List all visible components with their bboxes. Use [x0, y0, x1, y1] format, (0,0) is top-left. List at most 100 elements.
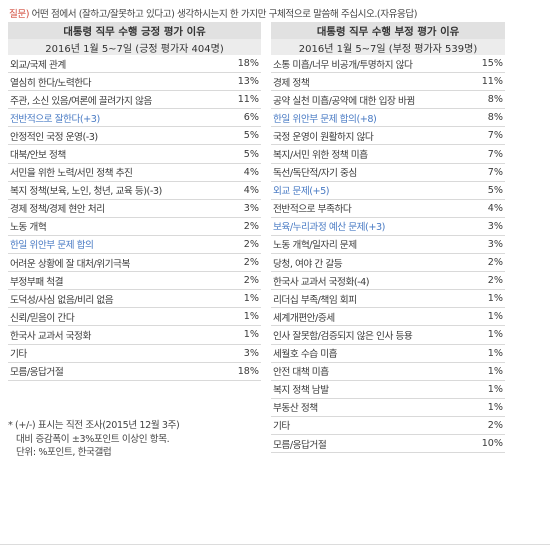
- question-body: 어떤 점에서 (잘하고/잘못하고 있다고) 생각하시는지 한 가지만 구체적으로…: [29, 9, 418, 20]
- positive-reasons-table: 대통령 직무 수행 긍정 평가 이유 2016년 1월 5~7일 (긍정 평가자…: [8, 22, 262, 381]
- table-row: 독선/독단적/자기 중심 7%: [271, 163, 506, 182]
- reason-label: 소통 미흡/너무 비공개/투명하지 않다: [271, 55, 467, 74]
- reason-label: 한일 위안부 문제 합의: [8, 235, 223, 255]
- table-row: 신뢰/믿음이 간다 1%: [8, 307, 262, 327]
- reason-percent: 2%: [223, 271, 262, 291]
- reason-percent: 1%: [223, 307, 262, 327]
- table-row: 전반적으로 부족하다 4%: [271, 199, 506, 218]
- reason-percent: 4%: [223, 163, 262, 182]
- reason-label: 리더십 부족/책임 회피: [271, 289, 467, 309]
- reason-percent: 7%: [467, 163, 506, 182]
- reason-label: 경제 정책: [271, 72, 467, 92]
- table-row: 한일 위안부 문제 합의 2%: [8, 235, 262, 255]
- reason-percent: 7%: [467, 126, 506, 146]
- table-row: 모름/응답거절 18%: [8, 362, 262, 381]
- reason-label: 노동 개혁/일자리 문제: [271, 235, 467, 255]
- reason-label: 주관, 소신 있음/여론에 끌려가지 않음: [8, 90, 223, 110]
- table-row: 국정 운영이 원활하지 않다 7%: [271, 126, 506, 146]
- table-row: 노동 개혁/일자리 문제 3%: [271, 235, 506, 255]
- reason-label: 세월호 수습 미흡: [271, 344, 467, 363]
- bottom-divider: [0, 544, 550, 545]
- table-row: 어려운 상황에 잘 대처/위기극복 2%: [8, 253, 262, 273]
- reason-label: 복지 정책(보육, 노인, 청년, 교육 등)(-3): [8, 181, 223, 200]
- table-row: 모름/응답거절 10%: [271, 434, 506, 454]
- reason-label: 독선/독단적/자기 중심: [271, 163, 467, 182]
- reason-percent: 1%: [223, 289, 262, 309]
- reason-label: 노동 개혁: [8, 217, 223, 236]
- table-row: 복지 정책 남발 1%: [271, 380, 506, 399]
- reason-label: 국정 운영이 원활하지 않다: [271, 126, 467, 146]
- table-row: 보육/누리과정 예산 문제(+3) 3%: [271, 217, 506, 236]
- reason-label: 한일 위안부 문제 합의(+8): [271, 108, 467, 128]
- table-row: 전반적으로 잘한다(+3) 6%: [8, 108, 262, 128]
- table-row: 안전 대책 미흡 1%: [271, 362, 506, 381]
- table-row: 대북/안보 정책 5%: [8, 144, 262, 164]
- reason-percent: 5%: [223, 144, 262, 164]
- reason-label: 세계개편안/증세: [271, 307, 467, 327]
- reason-percent: 4%: [467, 199, 506, 218]
- reason-label: 열심히 한다/노력한다: [8, 72, 223, 92]
- table-row: 부동산 정책 1%: [271, 398, 506, 417]
- reason-label: 복지/서민 위한 정책 미흡: [271, 144, 467, 164]
- table-row: 기타 3%: [8, 344, 262, 363]
- table-row: 한국사 교과서 국정화(-4) 2%: [271, 271, 506, 291]
- table-row: 소통 미흡/너무 비공개/투명하지 않다 15%: [271, 55, 506, 74]
- footnote-line-1: * (+/-) 표시는 직전 조사(2015년 12월 3주): [8, 420, 180, 431]
- reason-label: 외교 문제(+5): [271, 181, 467, 200]
- reason-percent: 15%: [467, 55, 506, 74]
- reason-percent: 4%: [223, 181, 262, 200]
- reason-percent: 2%: [223, 217, 262, 236]
- negative-table-title: 대통령 직무 수행 부정 평가 이유: [271, 22, 506, 39]
- table-row: 한국사 교과서 국정화 1%: [8, 325, 262, 345]
- reason-label: 부정부패 척결: [8, 271, 223, 291]
- table-row: 세계개편안/증세 1%: [271, 307, 506, 327]
- table-row: 서민을 위한 노력/서민 정책 추진 4%: [8, 163, 262, 182]
- table-row: 경제 정책/경제 현안 처리 3%: [8, 199, 262, 218]
- reason-label: 안정적인 국정 운영(-3): [8, 126, 223, 146]
- reason-percent: 11%: [467, 72, 506, 92]
- question-text: 질문) 어떤 점에서 (잘하고/잘못하고 있다고) 생각하시는지 한 가지만 구…: [9, 6, 545, 20]
- reason-percent: 18%: [223, 362, 262, 381]
- reason-percent: 1%: [467, 307, 506, 327]
- reason-percent: 1%: [467, 289, 506, 309]
- reason-percent: 1%: [467, 380, 506, 399]
- reason-percent: 11%: [223, 90, 262, 110]
- positive-table-title: 대통령 직무 수행 긍정 평가 이유: [8, 22, 262, 39]
- table-row: 열심히 한다/노력한다 13%: [8, 72, 262, 92]
- reason-label: 안전 대책 미흡: [271, 362, 467, 381]
- table-row: 한일 위안부 문제 합의(+8) 8%: [271, 108, 506, 128]
- positive-table-subtitle: 2016년 1월 5~7일 (긍정 평가자 404명): [8, 39, 262, 55]
- table-row: 부정부패 척결 2%: [8, 271, 262, 291]
- reason-label: 기타: [271, 416, 467, 435]
- table-row: 외교 문제(+5) 5%: [271, 181, 506, 200]
- reason-label: 신뢰/믿음이 간다: [8, 307, 223, 327]
- reason-percent: 6%: [223, 108, 262, 128]
- reason-label: 복지 정책 남발: [271, 380, 467, 399]
- reason-percent: 13%: [223, 72, 262, 92]
- footnote-line-2: 대비 증감폭이 ±3%포인트 이상인 항목.: [16, 433, 170, 445]
- reason-label: 전반적으로 부족하다: [271, 199, 467, 218]
- reason-percent: 3%: [223, 344, 262, 363]
- reason-percent: 2%: [467, 253, 506, 273]
- table-row: 공약 실천 미흡/공약에 대한 입장 바뀜 8%: [271, 90, 506, 110]
- table-row: 외교/국제 관계 18%: [8, 55, 262, 74]
- table-row: 경제 정책 11%: [271, 72, 506, 92]
- table-row: 안정적인 국정 운영(-3) 5%: [8, 126, 262, 146]
- reason-percent: 2%: [223, 253, 262, 273]
- reason-label: 당청, 여야 간 갈등: [271, 253, 467, 273]
- negative-table-body: 소통 미흡/너무 비공개/투명하지 않다 15% 경제 정책 11% 공약 실천 미흡/…: [271, 55, 506, 454]
- reason-percent: 7%: [467, 144, 506, 164]
- reason-label: 어려운 상황에 잘 대처/위기극복: [8, 253, 223, 273]
- reason-percent: 3%: [223, 199, 262, 218]
- reason-label: 한국사 교과서 국정화(-4): [271, 271, 467, 291]
- table-row: 복지/서민 위한 정책 미흡 7%: [271, 144, 506, 164]
- table-row: 당청, 여야 간 갈등 2%: [271, 253, 506, 273]
- negative-table-subtitle: 2016년 1월 5~7일 (부정 평가자 539명): [271, 39, 506, 55]
- reason-label: 인사 잘못함/검증되지 않은 인사 등용: [271, 325, 467, 345]
- reason-label: 전반적으로 잘한다(+3): [8, 108, 223, 128]
- reason-percent: 10%: [467, 434, 506, 454]
- reason-percent: 8%: [467, 108, 506, 128]
- reason-label: 경제 정책/경제 현안 처리: [8, 199, 223, 218]
- footnote-line-3: 단위: %포인트, 한국갤럽: [16, 447, 112, 458]
- reason-percent: 18%: [223, 55, 262, 74]
